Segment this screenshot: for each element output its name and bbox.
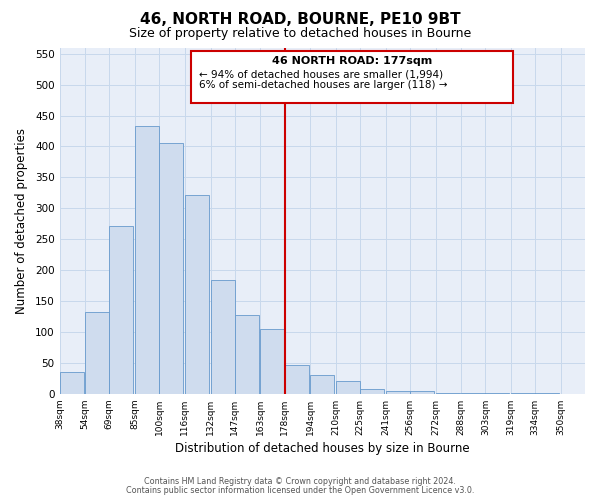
Bar	[211, 280, 235, 394]
Bar	[284, 366, 308, 394]
Bar	[535, 392, 559, 394]
Bar	[386, 390, 410, 394]
Text: 46, NORTH ROAD, BOURNE, PE10 9BT: 46, NORTH ROAD, BOURNE, PE10 9BT	[140, 12, 460, 28]
Bar	[310, 376, 334, 394]
Bar	[109, 226, 133, 394]
X-axis label: Distribution of detached houses by size in Bourne: Distribution of detached houses by size …	[175, 442, 470, 455]
Text: 46 NORTH ROAD: 177sqm: 46 NORTH ROAD: 177sqm	[272, 56, 432, 66]
Y-axis label: Number of detached properties: Number of detached properties	[15, 128, 28, 314]
Bar	[59, 372, 83, 394]
Bar	[260, 329, 284, 394]
Text: Contains HM Land Registry data © Crown copyright and database right 2024.: Contains HM Land Registry data © Crown c…	[144, 477, 456, 486]
Text: Size of property relative to detached houses in Bourne: Size of property relative to detached ho…	[129, 28, 471, 40]
Bar	[461, 392, 485, 394]
Bar	[410, 392, 434, 394]
Bar	[485, 393, 509, 394]
Bar	[336, 381, 360, 394]
Text: Contains public sector information licensed under the Open Government Licence v3: Contains public sector information licen…	[126, 486, 474, 495]
FancyBboxPatch shape	[191, 50, 512, 103]
Text: ← 94% of detached houses are smaller (1,994): ← 94% of detached houses are smaller (1,…	[199, 69, 443, 79]
Bar	[511, 393, 535, 394]
Bar	[135, 126, 159, 394]
Bar	[159, 144, 183, 394]
Bar	[436, 393, 460, 394]
Bar	[85, 312, 109, 394]
Text: 6% of semi-detached houses are larger (118) →: 6% of semi-detached houses are larger (1…	[199, 80, 448, 90]
Bar	[185, 194, 209, 394]
Bar	[360, 389, 384, 394]
Bar	[235, 316, 259, 394]
